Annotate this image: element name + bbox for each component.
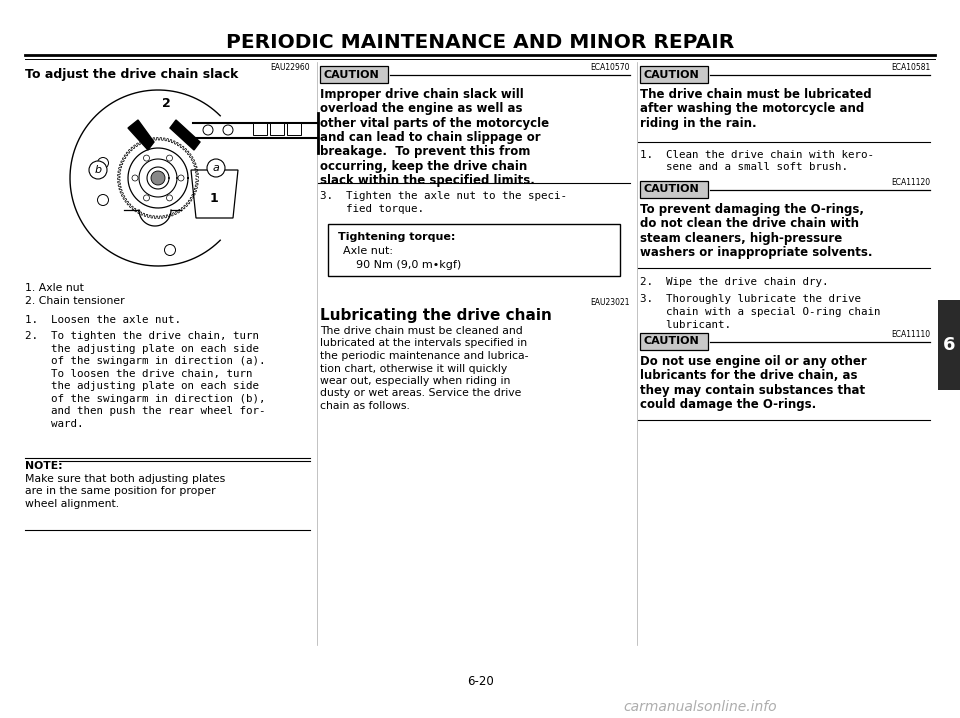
Text: Lubricating the drive chain: Lubricating the drive chain xyxy=(320,308,552,323)
Polygon shape xyxy=(191,170,238,218)
Text: ward.: ward. xyxy=(25,419,84,429)
Bar xyxy=(328,224,620,276)
Text: 6-20: 6-20 xyxy=(467,675,493,688)
Bar xyxy=(253,123,267,135)
Text: 1.  Clean the drive chain with kero-: 1. Clean the drive chain with kero- xyxy=(640,150,874,160)
Text: 2: 2 xyxy=(161,97,170,110)
Text: wheel alignment.: wheel alignment. xyxy=(25,499,119,509)
Circle shape xyxy=(143,155,150,161)
Bar xyxy=(938,300,960,390)
Text: NOTE:: NOTE: xyxy=(25,461,62,471)
Text: carmanualsonline.info: carmanualsonline.info xyxy=(623,700,777,714)
Text: and then push the rear wheel for-: and then push the rear wheel for- xyxy=(25,406,266,416)
Text: To prevent damaging the O-rings,: To prevent damaging the O-rings, xyxy=(640,203,864,216)
Text: the periodic maintenance and lubrica-: the periodic maintenance and lubrica- xyxy=(320,351,529,361)
Text: EAU22960: EAU22960 xyxy=(271,63,310,72)
Text: riding in the rain.: riding in the rain. xyxy=(640,117,756,130)
Text: of the swingarm in direction (a).: of the swingarm in direction (a). xyxy=(25,356,266,366)
Text: occurring, keep the drive chain: occurring, keep the drive chain xyxy=(320,160,527,173)
Circle shape xyxy=(166,155,173,161)
Circle shape xyxy=(98,157,108,169)
Text: b: b xyxy=(94,165,102,175)
Text: overload the engine as well as: overload the engine as well as xyxy=(320,103,522,116)
Text: The drive chain must be cleaned and: The drive chain must be cleaned and xyxy=(320,326,523,336)
Text: could damage the O-rings.: could damage the O-rings. xyxy=(640,398,816,411)
Text: 3.  Thoroughly lubricate the drive: 3. Thoroughly lubricate the drive xyxy=(640,294,861,304)
Circle shape xyxy=(132,175,138,181)
Text: the adjusting plate on each side: the adjusting plate on each side xyxy=(25,381,259,391)
Text: PERIODIC MAINTENANCE AND MINOR REPAIR: PERIODIC MAINTENANCE AND MINOR REPAIR xyxy=(226,32,734,52)
Text: dusty or wet areas. Service the drive: dusty or wet areas. Service the drive xyxy=(320,388,521,398)
Text: ECA11120: ECA11120 xyxy=(891,178,930,187)
Text: Make sure that both adjusting plates: Make sure that both adjusting plates xyxy=(25,474,226,484)
Circle shape xyxy=(207,159,225,177)
Text: ECA11110: ECA11110 xyxy=(891,330,930,339)
Text: The drive chain must be lubricated: The drive chain must be lubricated xyxy=(640,88,872,101)
Polygon shape xyxy=(128,120,154,150)
Circle shape xyxy=(223,125,233,135)
Text: washers or inappropriate solvents.: washers or inappropriate solvents. xyxy=(640,246,873,259)
FancyBboxPatch shape xyxy=(640,66,708,83)
FancyBboxPatch shape xyxy=(640,181,708,198)
Text: 3.  Tighten the axle nut to the speci-: 3. Tighten the axle nut to the speci- xyxy=(320,191,567,201)
Text: 1.  Loosen the axle nut.: 1. Loosen the axle nut. xyxy=(25,315,181,325)
Text: CAUTION: CAUTION xyxy=(644,185,700,195)
Circle shape xyxy=(164,245,176,256)
Circle shape xyxy=(143,195,150,201)
Polygon shape xyxy=(170,120,200,150)
Text: 2.  To tighten the drive chain, turn: 2. To tighten the drive chain, turn xyxy=(25,331,259,341)
Text: 2.  Wipe the drive chain dry.: 2. Wipe the drive chain dry. xyxy=(640,277,828,287)
Text: slack within the specified limits.: slack within the specified limits. xyxy=(320,174,535,187)
Text: ECA10581: ECA10581 xyxy=(891,63,930,72)
Text: fied torque.: fied torque. xyxy=(320,203,424,213)
Text: steam cleaners, high-pressure: steam cleaners, high-pressure xyxy=(640,232,842,245)
Text: a: a xyxy=(212,163,220,173)
Circle shape xyxy=(203,125,213,135)
Text: other vital parts of the motorcycle: other vital parts of the motorcycle xyxy=(320,117,549,130)
Text: To loosen the drive chain, turn: To loosen the drive chain, turn xyxy=(25,369,252,379)
Text: chain as follows.: chain as follows. xyxy=(320,401,410,411)
Text: lubricated at the intervals specified in: lubricated at the intervals specified in xyxy=(320,338,527,348)
Text: and can lead to chain slippage or: and can lead to chain slippage or xyxy=(320,131,540,144)
Text: CAUTION: CAUTION xyxy=(644,337,700,347)
FancyBboxPatch shape xyxy=(320,66,388,83)
Text: do not clean the drive chain with: do not clean the drive chain with xyxy=(640,218,859,230)
Text: wear out, especially when riding in: wear out, especially when riding in xyxy=(320,376,511,386)
Circle shape xyxy=(166,195,173,201)
Text: lubricant.: lubricant. xyxy=(640,320,731,330)
Text: lubricants for the drive chain, as: lubricants for the drive chain, as xyxy=(640,369,857,383)
FancyBboxPatch shape xyxy=(640,333,708,350)
Text: To adjust the drive chain slack: To adjust the drive chain slack xyxy=(25,68,238,81)
Circle shape xyxy=(89,161,107,179)
Bar xyxy=(270,123,284,135)
Text: EAU23021: EAU23021 xyxy=(590,298,630,307)
Text: 1. Axle nut: 1. Axle nut xyxy=(25,283,84,293)
Text: CAUTION: CAUTION xyxy=(644,70,700,80)
Text: Improper drive chain slack will: Improper drive chain slack will xyxy=(320,88,524,101)
Text: are in the same position for proper: are in the same position for proper xyxy=(25,487,216,497)
Text: of the swingarm in direction (b),: of the swingarm in direction (b), xyxy=(25,393,266,404)
Text: 90 Nm (9,0 m•kgf): 90 Nm (9,0 m•kgf) xyxy=(356,260,461,270)
Text: Tightening torque:: Tightening torque: xyxy=(338,232,455,242)
Circle shape xyxy=(151,171,165,185)
Text: Do not use engine oil or any other: Do not use engine oil or any other xyxy=(640,355,867,368)
Text: the adjusting plate on each side: the adjusting plate on each side xyxy=(25,344,259,354)
Text: 2. Chain tensioner: 2. Chain tensioner xyxy=(25,296,125,305)
Text: chain with a special O-ring chain: chain with a special O-ring chain xyxy=(640,307,880,317)
Text: CAUTION: CAUTION xyxy=(324,70,380,80)
Text: breakage.  To prevent this from: breakage. To prevent this from xyxy=(320,146,530,159)
Text: tion chart, otherwise it will quickly: tion chart, otherwise it will quickly xyxy=(320,363,507,373)
Text: Axle nut:: Axle nut: xyxy=(343,246,393,256)
Text: ECA10570: ECA10570 xyxy=(590,63,630,72)
Circle shape xyxy=(178,175,184,181)
Text: they may contain substances that: they may contain substances that xyxy=(640,383,865,397)
Text: 1: 1 xyxy=(210,192,219,205)
Circle shape xyxy=(98,195,108,205)
Bar xyxy=(287,123,301,135)
Text: sene and a small soft brush.: sene and a small soft brush. xyxy=(640,162,848,172)
Text: 6: 6 xyxy=(943,336,955,354)
Text: after washing the motorcycle and: after washing the motorcycle and xyxy=(640,103,864,116)
